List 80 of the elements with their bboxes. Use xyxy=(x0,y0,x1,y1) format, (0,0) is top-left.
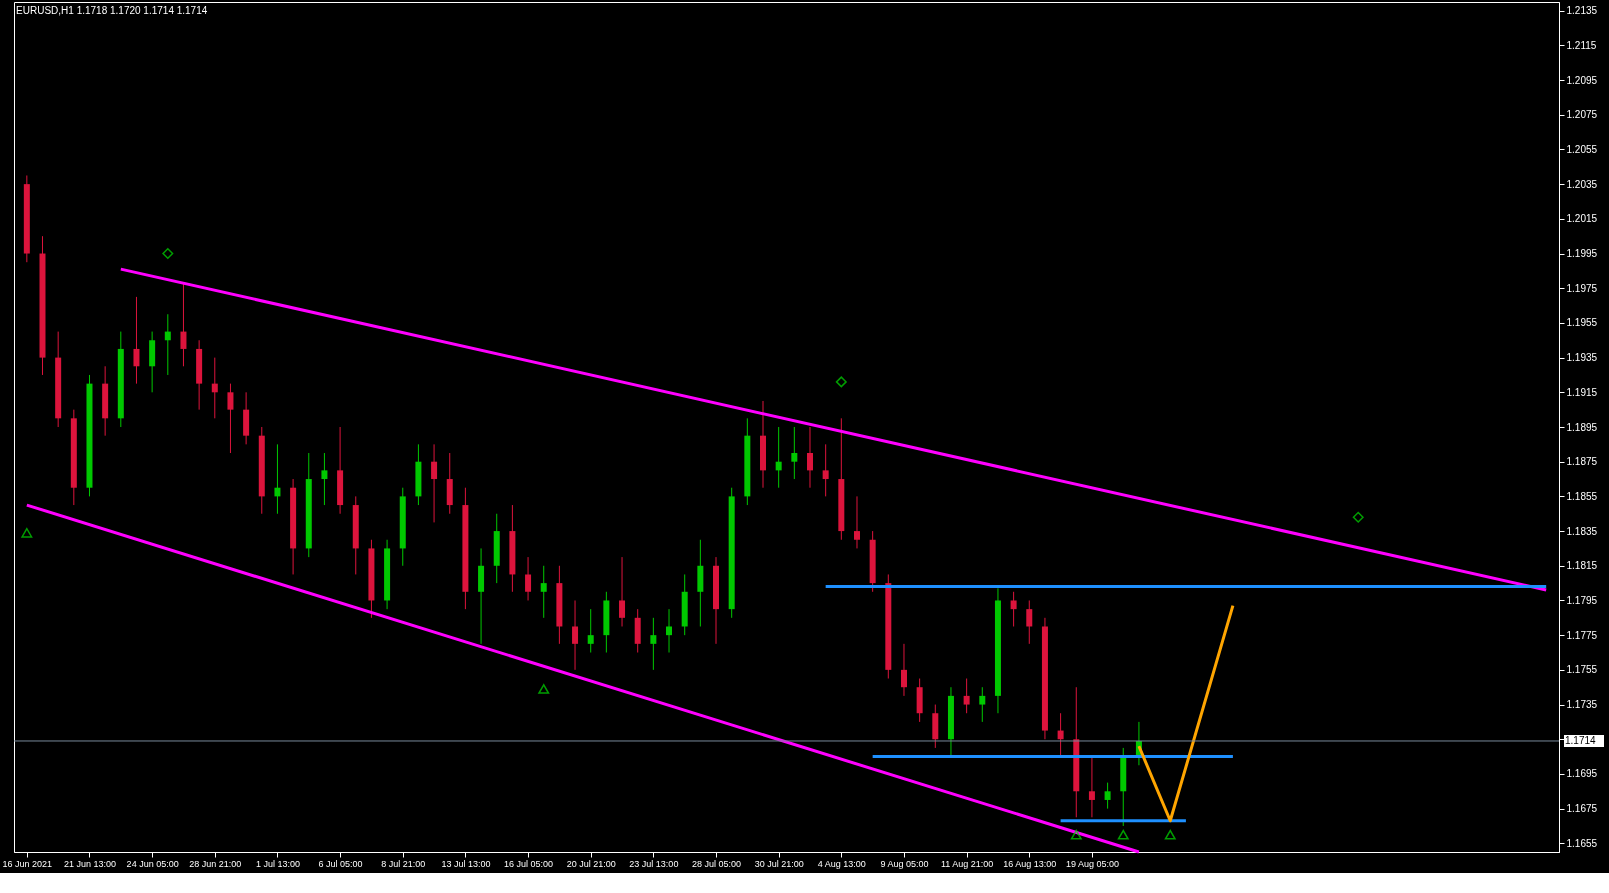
candlestick xyxy=(963,678,970,714)
x-tick-label: 16 Jul 05:00 xyxy=(504,858,554,869)
point xyxy=(162,248,174,260)
candlestick xyxy=(1104,782,1111,810)
y-tick-label: 1.1755 xyxy=(1566,664,1598,676)
x-tick-label: 9 Aug 05:00 xyxy=(880,858,929,869)
y-tick-label: 1.1975 xyxy=(1566,282,1598,294)
y-tick-label: 1.2135 xyxy=(1566,5,1598,17)
y-tick-label: 1.2055 xyxy=(1566,143,1598,155)
candlestick xyxy=(979,686,986,723)
x-tick-label: 16 Aug 13:00 xyxy=(1003,858,1057,869)
candlestick xyxy=(1010,591,1017,627)
y-tick-label: 1.2075 xyxy=(1566,109,1598,121)
y-tick-label: 1.1835 xyxy=(1566,525,1598,537)
y-tick-label: 1.1995 xyxy=(1566,248,1598,260)
y-tick-label: 1.2115 xyxy=(1566,39,1597,51)
candlestick xyxy=(274,443,281,515)
x-tick-label: 20 Jul 21:00 xyxy=(566,858,616,869)
candlestick xyxy=(587,608,594,654)
y-tick-label: 1.1855 xyxy=(1566,490,1598,502)
x-tick-label: 6 Jul 05:00 xyxy=(318,858,363,869)
candlestick xyxy=(227,383,234,454)
candlestick xyxy=(853,495,860,549)
point xyxy=(1070,829,1082,840)
candlestick xyxy=(211,357,218,419)
candlestick xyxy=(650,617,657,671)
x-tick-label: 11 Aug 21:00 xyxy=(940,858,994,869)
candlestick xyxy=(791,426,798,480)
candlestick xyxy=(1088,756,1095,818)
y-tick-label: 1.1695 xyxy=(1566,768,1598,780)
candlestick xyxy=(900,643,907,697)
candlestick xyxy=(775,426,782,489)
x-tick-label: 24 Jun 05:00 xyxy=(126,858,179,869)
candlestick xyxy=(806,426,813,489)
x-tick-label: 28 Jun 21:00 xyxy=(189,858,242,869)
ref-line-label: 1.1714 xyxy=(1565,734,1597,746)
candlestick xyxy=(1057,712,1064,758)
candlestick xyxy=(164,313,171,376)
candlestick xyxy=(321,452,328,506)
y-tick-label: 1.1775 xyxy=(1566,629,1598,641)
y-tick-label: 1.2015 xyxy=(1566,213,1598,225)
x-tick-label: 28 Jul 05:00 xyxy=(691,858,742,869)
point xyxy=(1352,511,1364,523)
y-tick-label: 1.1915 xyxy=(1566,386,1598,398)
candlestick xyxy=(822,443,829,497)
candlestick xyxy=(180,282,187,367)
y-tick-label: 1.1875 xyxy=(1566,456,1598,468)
x-tick-label: 13 Jul 13:00 xyxy=(441,858,491,869)
candlestick xyxy=(431,443,438,523)
y-tick-label: 1.1895 xyxy=(1566,421,1598,433)
x-tick-label: 1 Jul 13:00 xyxy=(255,858,300,869)
y-tick-label: 1.1735 xyxy=(1566,699,1598,711)
x-tick-label: 19 Aug 05:00 xyxy=(1065,858,1119,869)
y-tick-label: 1.1815 xyxy=(1566,560,1598,572)
y-tick-label: 1.2035 xyxy=(1566,178,1598,190)
chart-title: EURUSD,H1 1.1718 1.1720 1.1714 1.1714 xyxy=(16,5,208,16)
candlestick xyxy=(133,296,140,385)
x-tick-label: 30 Jul 21:00 xyxy=(754,858,804,869)
candlestick xyxy=(1026,599,1033,645)
x-tick-label: 23 Jul 13:00 xyxy=(629,858,679,869)
y-tick-label: 1.1675 xyxy=(1566,803,1598,815)
point xyxy=(1164,829,1176,840)
x-tick-label: 21 Jun 13:00 xyxy=(63,858,117,869)
y-tick-label: 1.2095 xyxy=(1566,74,1598,86)
candlestick xyxy=(572,599,579,671)
y-tick-label: 1.1935 xyxy=(1566,352,1598,364)
point xyxy=(538,684,550,694)
point xyxy=(1117,829,1129,840)
candlestick xyxy=(666,608,673,654)
y-tick-label: 1.1955 xyxy=(1566,317,1598,329)
candlestick xyxy=(540,565,547,619)
candlestick xyxy=(619,556,626,627)
y-tick-label: 1.1655 xyxy=(1566,837,1598,849)
point xyxy=(21,527,33,538)
y-tick-label: 1.1795 xyxy=(1566,594,1598,606)
candlestick xyxy=(525,556,532,601)
point xyxy=(835,376,847,388)
x-tick-label: 4 Aug 13:00 xyxy=(817,858,866,869)
x-tick-label: 16 Jun 2021 xyxy=(2,858,53,869)
x-tick-label: 8 Jul 21:00 xyxy=(381,858,426,869)
